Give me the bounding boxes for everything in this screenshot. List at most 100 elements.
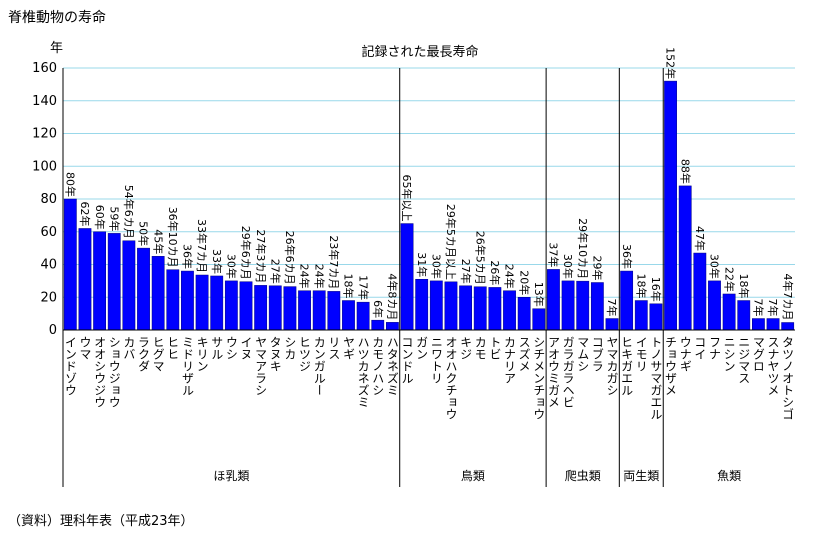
bar — [371, 319, 385, 331]
value-label: 6年 — [371, 300, 385, 318]
x-tick-label: ラクダ — [137, 336, 151, 372]
x-tick-label: ハタネズミ — [385, 336, 399, 396]
y-axis-label: 年 — [50, 41, 63, 56]
value-label: 36年 — [620, 244, 634, 269]
bar — [678, 185, 692, 331]
bar — [722, 293, 736, 331]
bar — [649, 303, 663, 331]
bar — [620, 270, 634, 331]
value-label: 26年 — [488, 260, 502, 285]
value-label: 60年 — [93, 205, 107, 230]
value-label: 26年5カ月 — [473, 231, 487, 285]
x-tick-label: ヒキガエル — [620, 336, 634, 396]
value-label: 30年 — [561, 254, 575, 279]
value-label: 27年 — [459, 259, 473, 284]
y-tick-label: 100 — [32, 159, 57, 174]
x-tick-label: ガン — [415, 336, 429, 360]
bar — [356, 301, 370, 331]
bar — [210, 275, 224, 331]
group-label: 両生類 — [623, 469, 659, 483]
group-label: 魚類 — [717, 469, 741, 483]
y-tick-label: 0 — [49, 323, 57, 338]
value-label: 37年 — [547, 242, 561, 267]
bar — [488, 287, 502, 331]
value-label: 17年 — [356, 275, 370, 300]
x-tick-label: タツノオトシゴ — [781, 336, 795, 420]
bar — [93, 231, 106, 331]
x-tick-label: タヌキ — [268, 336, 282, 372]
value-label: 7年 — [752, 299, 766, 317]
y-tick-label: 40 — [40, 258, 57, 273]
x-tick-label: シカ — [283, 336, 297, 360]
chart-title: 脊椎動物の寿命 — [8, 9, 106, 26]
value-label: 47年 — [693, 226, 707, 251]
chart-subtitle: 記録された最長寿命 — [361, 44, 478, 60]
bar — [561, 280, 575, 331]
bar — [137, 247, 150, 331]
value-label: 26年6カ月 — [283, 231, 297, 285]
bar — [312, 290, 326, 331]
value-label: 18年 — [342, 274, 356, 299]
bar — [268, 285, 282, 331]
bar — [766, 318, 780, 331]
x-tick-label: チョウザメ — [664, 336, 678, 396]
bar — [181, 270, 194, 331]
value-label: 29年10カ月 — [576, 218, 590, 279]
bar — [415, 278, 429, 331]
x-tick-label: トノサマガエル — [649, 336, 663, 420]
value-label: 54年6カ月 — [122, 185, 136, 239]
group-label: 爬虫類 — [565, 469, 601, 483]
bar — [605, 318, 619, 331]
x-tick-label: ショウジョウ — [107, 336, 121, 408]
x-tick-label: コンドル — [400, 336, 414, 384]
x-tick-label: イモリ — [634, 336, 648, 372]
value-label: 7年 — [605, 299, 619, 317]
x-tick-label: ヒヒ — [166, 336, 180, 360]
value-label: 18年 — [737, 274, 751, 299]
bar — [78, 228, 92, 331]
bar — [781, 322, 795, 331]
x-tick-label: フナ — [707, 336, 721, 360]
x-tick-label: カモ — [473, 336, 487, 360]
value-label: 36年10カ月 — [166, 207, 180, 268]
bar — [429, 280, 443, 331]
value-label: 29年6カ月 — [239, 226, 253, 280]
value-label: 30年 — [429, 254, 443, 279]
bar — [63, 198, 77, 331]
bar — [547, 269, 560, 331]
bar — [737, 300, 751, 331]
x-tick-label: ウマ — [78, 336, 92, 360]
bar — [283, 286, 297, 331]
x-tick-label: キリン — [195, 336, 209, 372]
x-tick-label: ヤマカガシ — [605, 336, 619, 396]
x-tick-label: ミドリザル — [180, 336, 194, 396]
x-tick-label: ウシ — [224, 336, 238, 360]
bar — [590, 282, 604, 331]
bar — [517, 297, 531, 331]
value-label: 30年 — [225, 254, 239, 279]
x-tick-label: カナリア — [503, 336, 517, 384]
value-label: 13年 — [532, 282, 546, 307]
value-label: 24年 — [312, 264, 326, 289]
value-label: 88年 — [678, 159, 692, 184]
x-tick-label: ヤギ — [341, 336, 355, 360]
bar — [107, 233, 121, 331]
x-tick-label: インドゾウ — [63, 336, 77, 396]
bar — [195, 274, 209, 331]
bar — [576, 280, 590, 331]
bar — [400, 223, 414, 331]
group-label: ほ乳類 — [213, 469, 249, 483]
bar — [166, 269, 180, 331]
x-tick-label: オオシウジウ — [93, 336, 107, 408]
x-tick-label: アオウミガメ — [546, 336, 560, 408]
value-label: 24年 — [503, 264, 517, 289]
value-label: 20年 — [517, 270, 531, 295]
x-tick-label: オオハクチョウ — [444, 336, 458, 420]
value-label: 29年5カ月以上 — [444, 204, 458, 280]
value-label: 65年以上 — [400, 175, 414, 222]
value-label: 152年 — [664, 47, 678, 79]
bar — [254, 285, 268, 331]
value-label: 22年 — [722, 267, 736, 292]
y-tick-label: 140 — [32, 94, 57, 109]
